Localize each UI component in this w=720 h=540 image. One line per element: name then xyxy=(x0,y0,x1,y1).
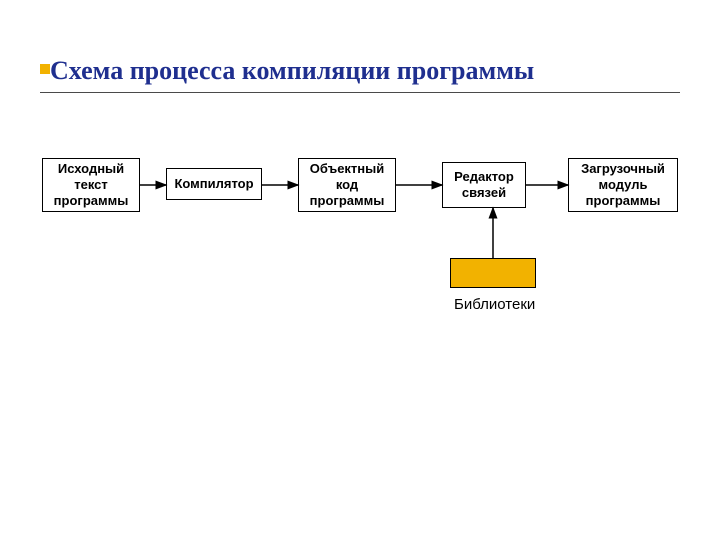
slide-title: Схема процесса компиляции программы xyxy=(50,56,680,86)
node-label: Объектныйкодпрограммы xyxy=(310,161,385,210)
node-compiler: Компилятор xyxy=(166,168,262,200)
title-area: Схема процесса компиляции программы xyxy=(40,56,680,93)
node-linker: Редакторсвязей xyxy=(442,162,526,208)
libraries-label: Библиотеки xyxy=(454,296,535,313)
node-load-module: Загрузочныймодульпрограммы xyxy=(568,158,678,212)
title-underline xyxy=(40,92,680,93)
node-libraries-box xyxy=(450,258,536,288)
slide: Схема процесса компиляции программы Исхо… xyxy=(0,0,720,540)
node-object-code: Объектныйкодпрограммы xyxy=(298,158,396,212)
node-label: Компилятор xyxy=(174,176,253,192)
node-label: Загрузочныймодульпрограммы xyxy=(581,161,665,210)
node-label: Редакторсвязей xyxy=(454,169,514,202)
node-source-code: Исходныйтекстпрограммы xyxy=(42,158,140,212)
node-label: Исходныйтекстпрограммы xyxy=(54,161,129,210)
